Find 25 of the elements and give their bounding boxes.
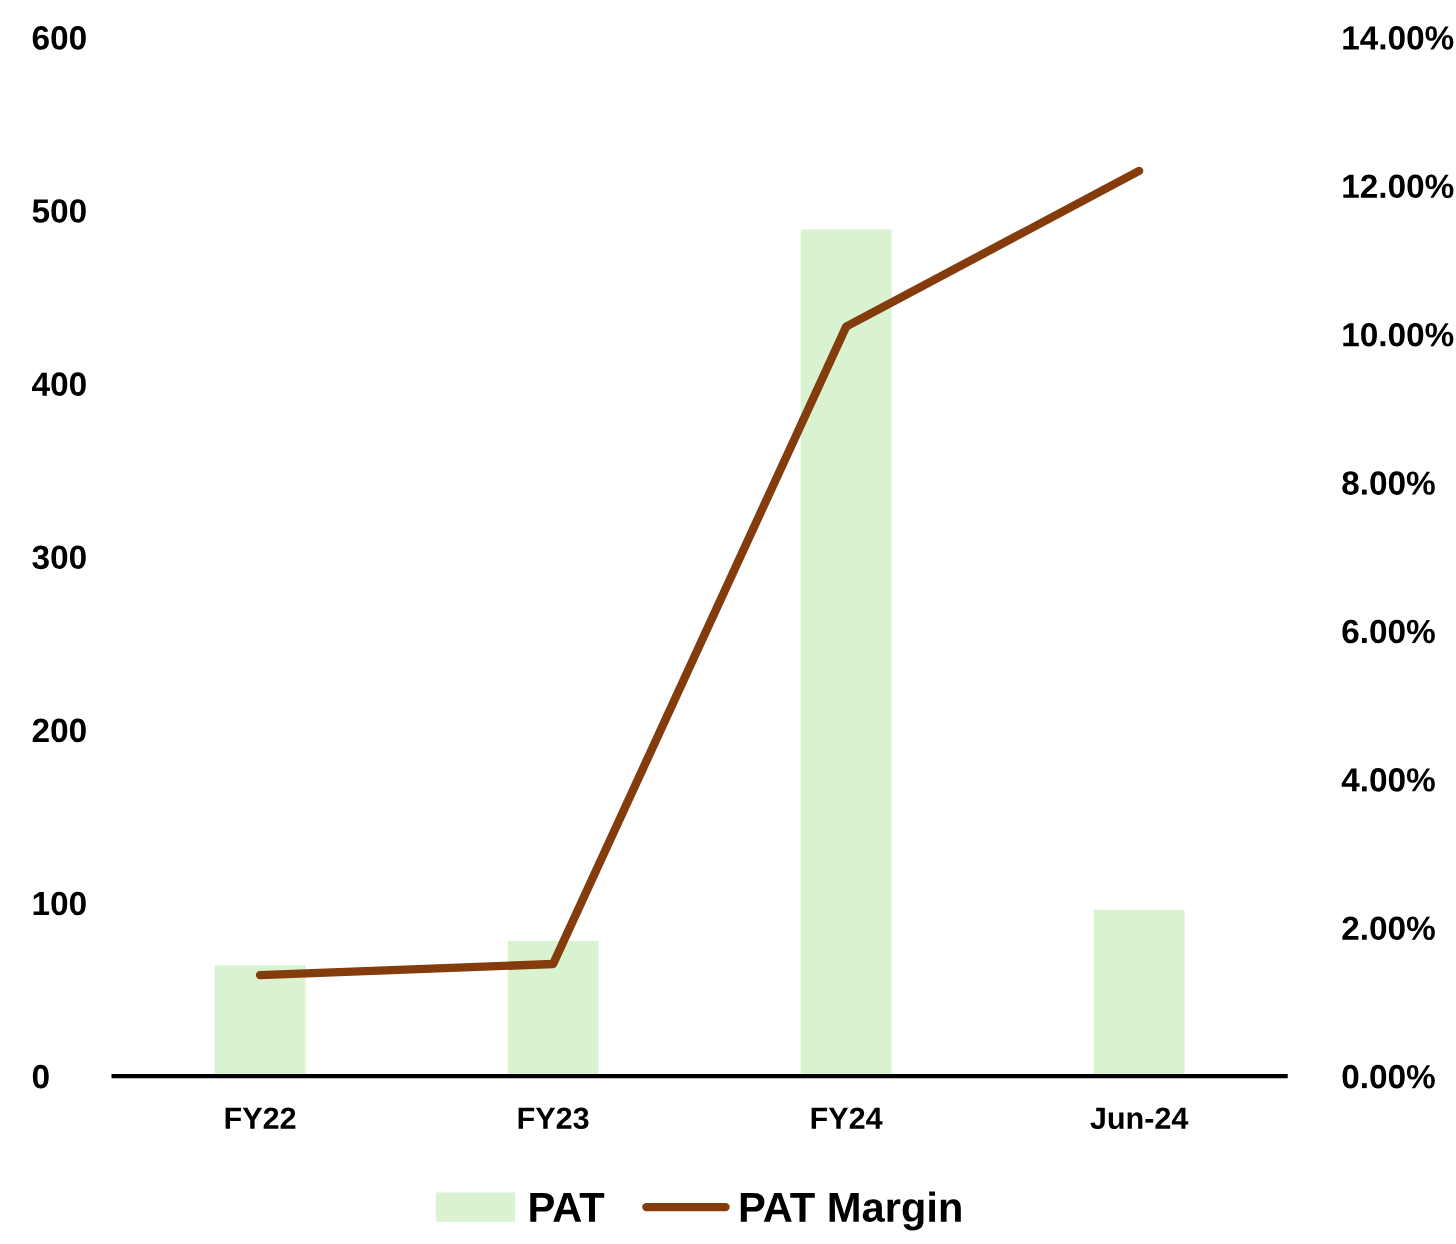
y2-tick-label: 4.00% <box>1341 768 1435 792</box>
x-tick-label: FY22 <box>225 1107 296 1129</box>
x-tick-label: FY24 <box>811 1107 883 1129</box>
x-tick-label: FY23 <box>518 1107 589 1130</box>
y2-tick-label: 14.00% <box>1343 26 1454 50</box>
y-tick-label: 0 <box>32 1064 49 1089</box>
bar <box>507 941 599 1077</box>
y2-tick-label: 2.00% <box>1342 916 1435 941</box>
legend-label: PAT Margin <box>740 1191 961 1231</box>
y-tick-label: 600 <box>32 26 86 50</box>
legend-label: PAT <box>530 1193 605 1222</box>
y2-tick-label: 0.00% <box>1342 1064 1435 1089</box>
x-tick-label: Jun-24 <box>1090 1107 1189 1130</box>
bar <box>800 229 892 1077</box>
y-tick-label: 500 <box>32 199 86 223</box>
y-tick-label: 300 <box>32 545 86 570</box>
y2-tick-label: 8.00% <box>1342 471 1435 495</box>
y-tick-label: 200 <box>32 718 86 743</box>
y2-tick-label: 12.00% <box>1343 174 1454 199</box>
bar <box>214 965 306 1077</box>
y-tick-label: 400 <box>32 372 86 396</box>
y-tick-label: 100 <box>33 891 86 916</box>
y2-tick-label: 10.00% <box>1343 322 1454 347</box>
bar <box>1093 909 1185 1077</box>
y2-tick-label: 6.00% <box>1342 619 1435 644</box>
